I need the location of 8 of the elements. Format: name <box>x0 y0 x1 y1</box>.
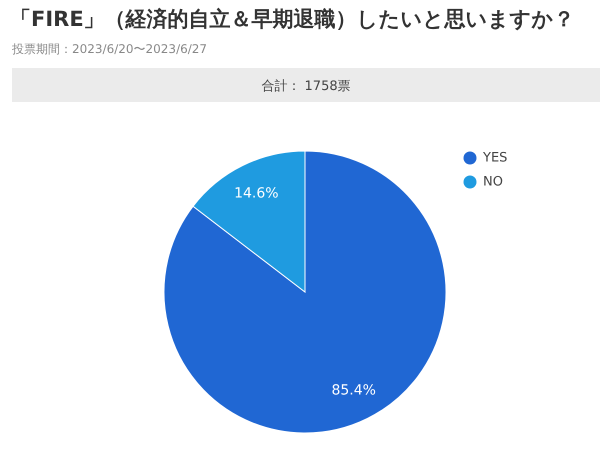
chart-title: 「FIRE」（経済的自立＆早期退職）したいと思いますか？ <box>10 7 575 31</box>
data-label: 85.4% <box>331 382 376 399</box>
data-label: 14.6% <box>234 185 279 202</box>
chart-subtitle: 投票期間：2023/6/20〜2023/6/27 <box>11 42 208 56</box>
legend-label: YES <box>482 150 508 166</box>
text: 合計： 1758票 <box>261 79 351 94</box>
pie-slice <box>164 150 446 434</box>
legend-label: NO <box>483 174 503 190</box>
